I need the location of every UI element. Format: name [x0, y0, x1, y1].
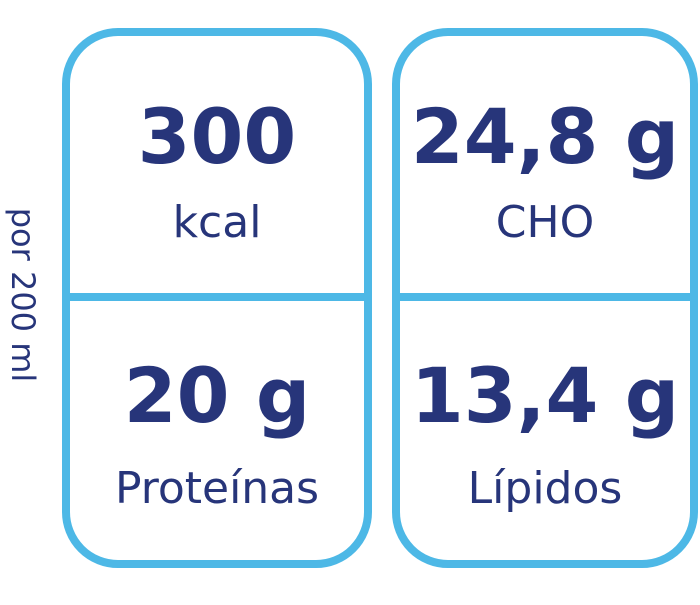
panel-value: 13,4 g — [411, 351, 679, 440]
panel-label: Proteínas — [115, 463, 319, 514]
panel-value: 20 g — [124, 351, 311, 440]
panel-value: 24,8 g — [411, 92, 679, 181]
side-label: por 200 ml — [4, 208, 42, 383]
panel-label: kcal — [173, 197, 262, 248]
panel-value: 300 — [138, 92, 297, 181]
panel-label: Lípidos — [468, 463, 623, 514]
panel-label: CHO — [496, 197, 594, 248]
